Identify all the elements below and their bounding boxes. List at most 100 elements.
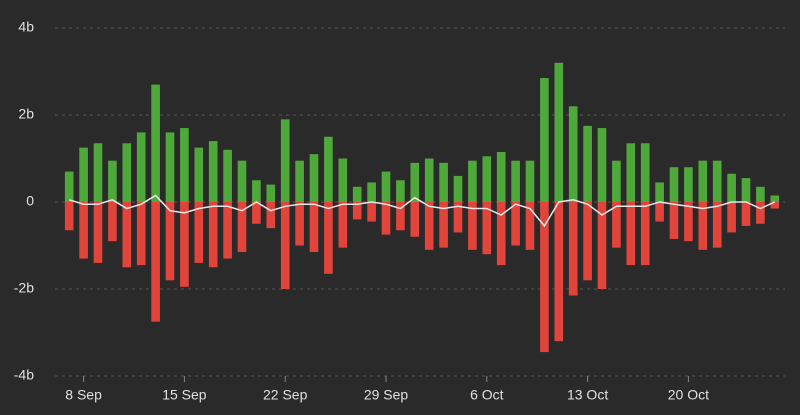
- net-line: [68, 194, 776, 228]
- bar: [655, 182, 664, 202]
- bar: [583, 202, 592, 281]
- bar: [180, 202, 189, 287]
- x-tick-label: 20 Oct: [668, 387, 709, 403]
- bar: [712, 202, 722, 248]
- bar: [79, 202, 88, 259]
- bar: [122, 143, 132, 202]
- bar: [568, 106, 578, 202]
- bar: [309, 202, 319, 253]
- bar: [108, 202, 117, 242]
- bar: [237, 202, 247, 253]
- bar: [496, 202, 506, 266]
- bar: [93, 202, 103, 263]
- bar: [136, 202, 146, 266]
- x-tick-label: 6 Oct: [470, 387, 504, 403]
- bar: [756, 186, 765, 202]
- y-tick-label: 4b: [18, 19, 34, 35]
- bar: [64, 202, 74, 231]
- bar: [108, 160, 117, 202]
- x-tick-label: 13 Oct: [567, 387, 608, 403]
- bar: [410, 162, 420, 202]
- bar: [295, 202, 304, 246]
- bar: [295, 160, 304, 202]
- bar: [698, 202, 708, 250]
- bar: [352, 186, 362, 202]
- bar: [237, 160, 247, 202]
- bar: [482, 202, 492, 255]
- bar: [338, 158, 348, 202]
- bar: [165, 132, 175, 202]
- bar: [525, 160, 535, 202]
- bar: [741, 202, 751, 226]
- bar: [453, 175, 463, 202]
- bar: [511, 202, 520, 246]
- bar: [223, 149, 232, 202]
- bar: [367, 182, 376, 202]
- bar: [626, 143, 636, 202]
- bar: [612, 160, 621, 202]
- bar: [93, 143, 103, 202]
- bar: [338, 202, 348, 248]
- y-tick-label: 2b: [18, 106, 34, 122]
- bar: [770, 195, 780, 202]
- bar: [712, 160, 722, 202]
- bar: [194, 202, 204, 263]
- bar: [669, 202, 679, 239]
- bar: [208, 202, 218, 268]
- y-tick-label: -4b: [14, 367, 34, 383]
- bar: [727, 173, 736, 202]
- bar: [554, 202, 564, 342]
- bar: [468, 160, 477, 202]
- bar: [79, 147, 88, 202]
- bar: [396, 180, 405, 202]
- bar: [208, 141, 218, 202]
- bar: [640, 143, 650, 202]
- bar: [597, 128, 607, 202]
- x-tick-label: 29 Sep: [364, 387, 409, 403]
- bar: [554, 62, 564, 202]
- bar: [309, 154, 319, 202]
- bar: [439, 162, 448, 202]
- bar: [280, 119, 290, 202]
- bar: [367, 202, 376, 222]
- bar: [612, 202, 621, 248]
- bar: [626, 202, 636, 266]
- bar: [252, 202, 261, 224]
- bar: [266, 184, 276, 202]
- bar: [64, 171, 74, 202]
- bar: [151, 202, 160, 322]
- bar: [381, 202, 391, 235]
- bar: [727, 202, 736, 233]
- bar: [698, 160, 708, 202]
- bar: [165, 202, 175, 281]
- bar: [540, 78, 549, 202]
- bar: [352, 202, 362, 220]
- y-tick-label: 0: [26, 193, 34, 209]
- bar: [684, 202, 693, 242]
- bar: [424, 202, 434, 250]
- bar: [136, 132, 146, 202]
- bar: [684, 167, 693, 202]
- y-tick-label: -2b: [14, 280, 34, 296]
- bar: [540, 202, 549, 353]
- bar: [122, 202, 132, 268]
- bar: [669, 167, 679, 202]
- bar: [756, 202, 765, 224]
- bar: [151, 84, 160, 202]
- x-tick-label: 22 Sep: [263, 387, 308, 403]
- bar: [324, 136, 333, 202]
- bar: [266, 202, 276, 229]
- bar: [583, 125, 592, 202]
- bar: [324, 202, 333, 274]
- bar: [396, 202, 405, 231]
- bar: [280, 202, 290, 289]
- bar: [410, 202, 420, 237]
- bar: [496, 151, 506, 202]
- bar: [597, 202, 607, 289]
- bar: [568, 202, 578, 296]
- bar: [424, 158, 434, 202]
- bar: [223, 202, 232, 259]
- bar: [180, 128, 189, 202]
